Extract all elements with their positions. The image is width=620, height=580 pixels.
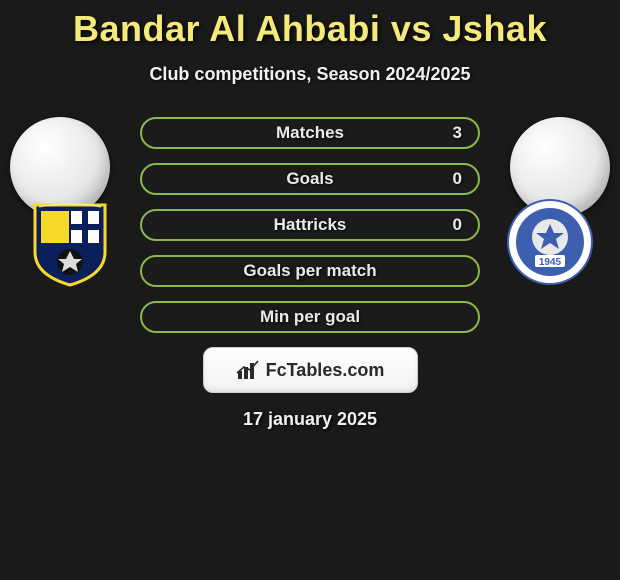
svg-text:1945: 1945 <box>539 257 562 268</box>
stat-label: Goals per match <box>243 261 376 281</box>
comparison-area: 1945 Matches 3 Goals 0 Hattricks 0 Goals… <box>0 117 620 430</box>
brand-badge: FcTables.com <box>203 347 418 393</box>
bar-chart-icon <box>236 359 262 381</box>
stat-row: Hattricks 0 <box>140 209 480 241</box>
stat-value: 3 <box>453 123 462 143</box>
inter-zapresic-crest-icon <box>25 197 115 287</box>
stat-row: Goals per match <box>140 255 480 287</box>
al-nasr-crest-icon: 1945 <box>505 197 595 287</box>
page-subtitle: Club competitions, Season 2024/2025 <box>0 64 620 85</box>
stat-label: Matches <box>276 123 344 143</box>
stat-label: Min per goal <box>260 307 360 327</box>
stat-value: 0 <box>453 169 462 189</box>
stat-label: Goals <box>286 169 333 189</box>
date-text: 17 january 2025 <box>0 409 620 430</box>
stat-row: Matches 3 <box>140 117 480 149</box>
stat-value: 0 <box>453 215 462 235</box>
stats-list: Matches 3 Goals 0 Hattricks 0 Goals per … <box>140 117 480 333</box>
stat-row: Goals 0 <box>140 163 480 195</box>
page-title: Bandar Al Ahbabi vs Jshak <box>0 0 620 50</box>
team-right-crest: 1945 <box>505 197 595 287</box>
stat-label: Hattricks <box>274 215 347 235</box>
team-left-crest <box>25 197 115 287</box>
stat-row: Min per goal <box>140 301 480 333</box>
brand-text: FcTables.com <box>266 360 385 381</box>
